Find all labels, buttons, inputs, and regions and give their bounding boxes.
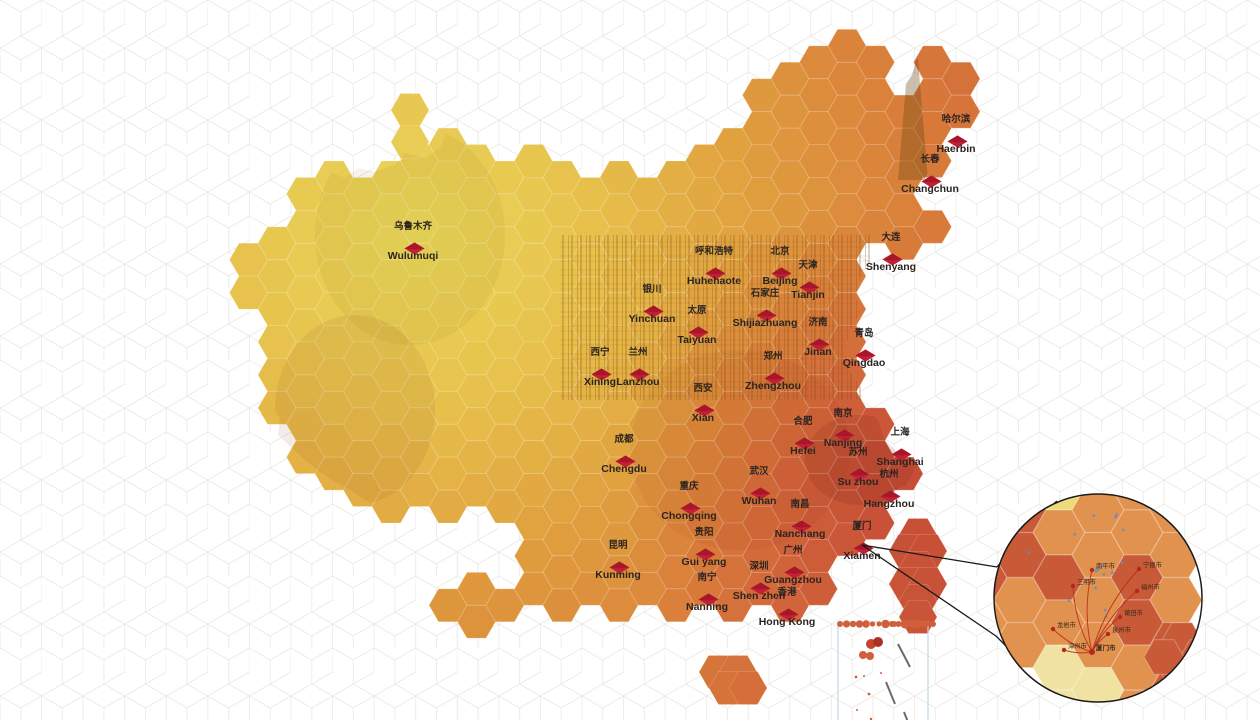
svg-text:宁德市: 宁德市 xyxy=(1143,560,1162,569)
svg-text:莆田市: 莆田市 xyxy=(1124,608,1143,617)
svg-text:南平市: 南平市 xyxy=(1096,561,1115,570)
svg-text:福州市: 福州市 xyxy=(1141,582,1160,591)
svg-text:泉州市: 泉州市 xyxy=(1112,625,1131,634)
svg-text:三明市: 三明市 xyxy=(1077,577,1096,586)
svg-text:龙岩市: 龙岩市 xyxy=(1057,620,1076,629)
svg-text:漳州市: 漳州市 xyxy=(1068,641,1087,650)
svg-text:厦门市: 厦门市 xyxy=(1096,643,1116,652)
